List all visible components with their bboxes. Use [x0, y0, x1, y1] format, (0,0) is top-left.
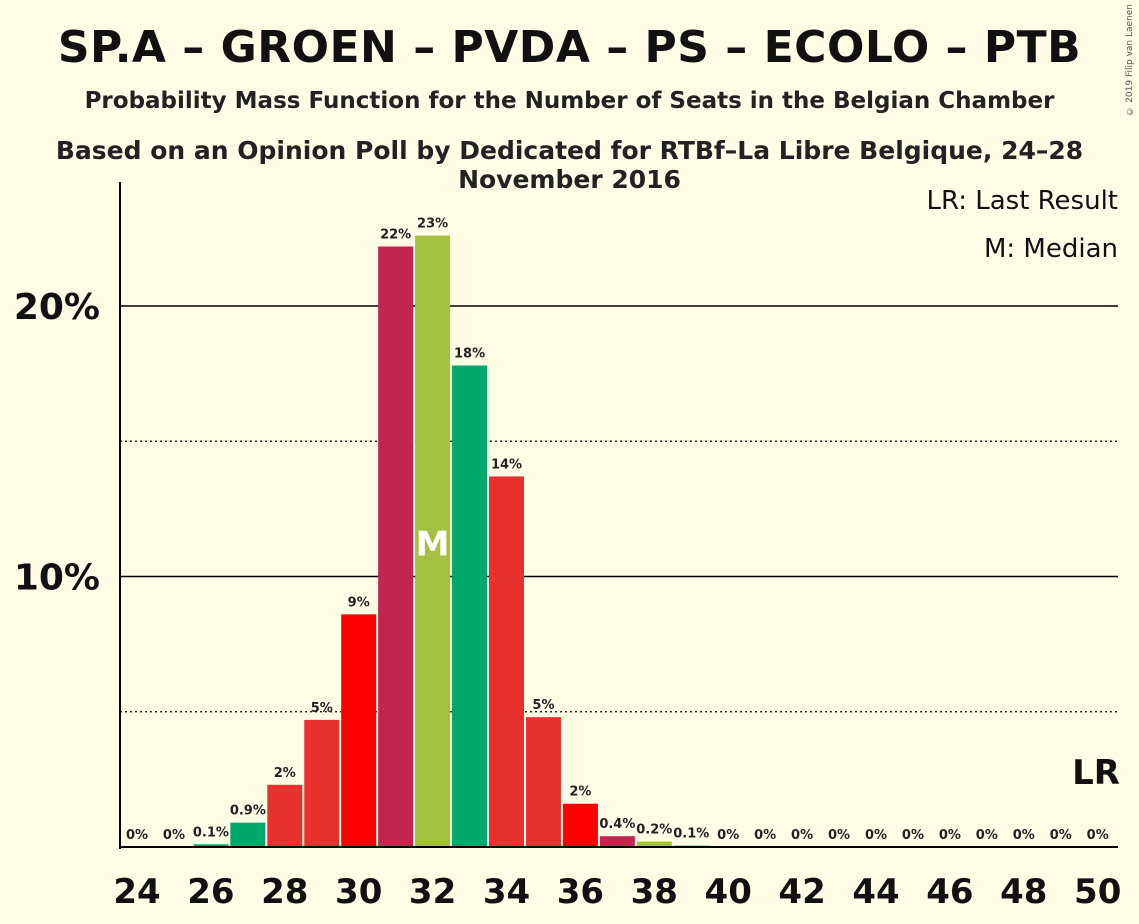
- x-tick-label: 40: [705, 872, 752, 912]
- x-tick-label: 26: [187, 872, 234, 912]
- data-label: 0.9%: [230, 804, 266, 819]
- bar: [304, 719, 340, 847]
- x-tick-label: 46: [926, 872, 973, 912]
- bar: [525, 717, 561, 847]
- data-label: 0%: [939, 828, 961, 843]
- data-label: 0%: [754, 828, 776, 843]
- x-tick-label: 44: [852, 872, 899, 912]
- data-label: 2%: [569, 785, 591, 800]
- data-label: 0.4%: [599, 817, 635, 832]
- y-tick-label: 20%: [14, 287, 100, 328]
- data-label: 5%: [311, 701, 333, 716]
- data-label: 0%: [791, 828, 813, 843]
- data-label: 18%: [454, 347, 485, 362]
- data-label: 2%: [274, 766, 296, 781]
- x-tick-label: 50: [1074, 872, 1121, 912]
- data-label: 22%: [380, 227, 411, 242]
- x-tick-label: 42: [778, 872, 825, 912]
- legend-last-result: LR: Last Result: [926, 186, 1118, 216]
- bar: [562, 803, 598, 847]
- data-label: 9%: [348, 595, 370, 610]
- page-title: SP.A – GROEN – PVDA – PS – ECOLO – PTB: [57, 22, 1082, 73]
- last-result-marker: LR: [1072, 753, 1120, 793]
- x-tick-label: 36: [557, 872, 604, 912]
- data-label: 0%: [1050, 828, 1072, 843]
- chart-subtitle: Probability Mass Function for the Number…: [84, 88, 1055, 114]
- bar: [193, 844, 229, 847]
- bar: [489, 476, 524, 847]
- x-tick-label: 34: [483, 872, 530, 912]
- bar: [415, 235, 451, 848]
- bar: [452, 365, 488, 847]
- data-label: 23%: [417, 217, 448, 232]
- y-tick-label: 10%: [14, 558, 100, 599]
- x-tick-label: 38: [631, 872, 678, 912]
- x-tick-label: 32: [409, 872, 456, 912]
- chart-source: Based on an Opinion Poll by Dedicated fo…: [55, 136, 1084, 194]
- data-label: 14%: [491, 457, 522, 472]
- bar: [230, 822, 266, 847]
- x-tick-label: 30: [335, 872, 382, 912]
- bar: [636, 841, 672, 847]
- data-label: 0%: [1087, 828, 1109, 843]
- data-label: 0.1%: [673, 827, 709, 842]
- data-label: 5%: [532, 698, 554, 713]
- data-label: 0%: [717, 828, 739, 843]
- bar: [341, 614, 377, 847]
- data-label: 0%: [865, 828, 887, 843]
- data-label: 0%: [126, 828, 148, 843]
- data-label: 0.1%: [193, 825, 229, 840]
- x-tick-label: 48: [1000, 872, 1047, 912]
- median-marker: M: [416, 524, 450, 564]
- bar: [599, 836, 635, 847]
- data-label: 0%: [1013, 828, 1035, 843]
- data-label: 0%: [902, 828, 924, 843]
- data-label: 0%: [828, 828, 850, 843]
- bar: [378, 246, 414, 848]
- bar: [267, 784, 303, 847]
- data-label: 0%: [976, 828, 998, 843]
- data-label: 0.2%: [636, 823, 672, 838]
- x-tick-label: 28: [261, 872, 308, 912]
- legend-median: M: Median: [984, 234, 1118, 264]
- data-label: 0%: [163, 828, 185, 843]
- x-tick-label: 24: [113, 872, 160, 912]
